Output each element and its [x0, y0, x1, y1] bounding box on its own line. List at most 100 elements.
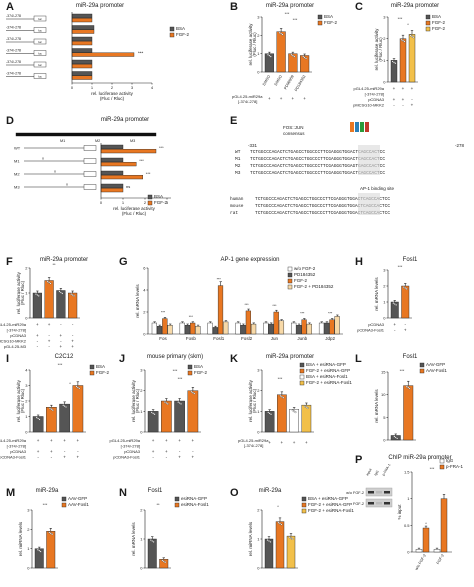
panel-i-significance: * [69, 381, 71, 386]
panel-a-xlabel: rel. luciferase activity [91, 91, 134, 96]
panel-p-xlabel: FGF-2 [436, 554, 445, 565]
panel-k-bar-dot [306, 407, 309, 409]
panel-j-row-mark: - [192, 449, 194, 454]
panel-j-ylabel: rel. luciferase activity [131, 379, 136, 422]
panel-i-bar-dot [35, 416, 38, 419]
panel-p-blot-band [376, 491, 382, 494]
panel-i-bar-dot [50, 408, 53, 411]
panel-c-ytick-label: 2 [383, 36, 386, 41]
panel-f-bar-dot [46, 280, 49, 283]
panel-f-row-mark: + [71, 344, 74, 349]
panel-g-significance: *** [328, 312, 333, 316]
panel-g-bar [151, 322, 158, 335]
panel-g-bar [212, 327, 218, 335]
panel-j-significance: *** [178, 376, 183, 381]
panel-d-significance: *** [159, 145, 164, 150]
panel-i-row-mark: + [77, 455, 80, 460]
panel-j-row-mark: + [178, 438, 181, 443]
panel-j-bar-dot [150, 411, 153, 414]
panel-j-bar [147, 411, 159, 433]
panel-j-legend-label: BSA [194, 364, 203, 369]
panel-d-bar [100, 183, 124, 188]
panel-d-legend-swatch [147, 200, 153, 206]
panel-d-significance: *** [139, 158, 144, 163]
panel-i-bar-dot [38, 418, 41, 421]
panel-b-bar-dot [269, 55, 272, 58]
panel-g-bar [273, 311, 279, 335]
panel-g-significance: *** [189, 315, 194, 319]
panel-p-bar [415, 549, 423, 553]
panel-o-legend-swatch [301, 502, 307, 508]
panel-c-bar-dot [393, 61, 395, 64]
panel-a-title: miR-29a promoter [75, 3, 125, 9]
panel-l-legend-swatch [419, 368, 425, 374]
panel-i-ylabel2: (Fluc / Rluc) [20, 388, 25, 413]
panel-g-bar [278, 320, 285, 335]
panel-g-bar [167, 325, 173, 335]
panel-f-row-mark: + [36, 333, 39, 338]
panel-l-legend-label: AAV-GFP [426, 362, 445, 367]
panel-c-ytick-label: 0 [383, 80, 386, 85]
panel-k-legend-label: FGF-2 + esiRNA-Fosl1 [306, 380, 352, 385]
panel-j-significance: *** [173, 368, 178, 373]
panel-d-xtick-label: 1 [122, 200, 125, 205]
panel-b-legend-label: FGF-2 [324, 20, 337, 25]
panel-l-ylabel: rel. mRNA levels [374, 389, 379, 423]
panel-a-luc-box [33, 50, 47, 56]
panel-g-category-label: Junb [297, 336, 307, 341]
panel-letter-k: K [230, 353, 238, 365]
panel-e-consensus-logo-letter [355, 122, 359, 132]
panel-l-ytick-label: 0 [383, 438, 386, 443]
panel-m-legend-label: AAV-Fosl1 [68, 502, 89, 507]
panel-letter-m: M [6, 487, 16, 499]
e-seq-m2: TCTGGCCCAGACTCTGAGCCTGGCCCTTCGAGGGTGGAGT… [250, 164, 386, 169]
panel-k-legend-swatch [299, 380, 305, 386]
panel-j-bar-dot [165, 402, 168, 404]
panel-g-bar [334, 316, 340, 335]
panel-letter-b: B [230, 1, 238, 13]
panel-i-bar-dot [65, 406, 67, 408]
e-seq-m1-name: M1 [235, 157, 241, 162]
panel-i-ylabel: rel. luciferase activity [16, 379, 21, 422]
panel-g-category-label: Fos [159, 336, 167, 341]
panel-d-row-label: M2 [14, 172, 20, 177]
panel-d-bar [100, 187, 124, 193]
panel-d-bar [100, 161, 137, 167]
e-seq-m2-name: M2 [235, 164, 241, 169]
panel-m-ytick-label: 0 [27, 566, 30, 571]
panel-i-bar [72, 385, 84, 433]
panel-letter-l: L [355, 353, 362, 365]
panel-c-legend-swatch [425, 14, 431, 20]
panel-b-bar-dot [293, 55, 296, 58]
panel-d-significance: ns [126, 184, 130, 189]
panel-b-xlabel: PD98059 [283, 75, 294, 91]
panel-c-row-mark: + [411, 103, 414, 108]
panel-k-bar-dot [305, 406, 308, 409]
panel-j-row-label: pCDNA3-Fosl1 [113, 455, 141, 460]
panel-f-ylabel: rel. luciferase activity [16, 271, 21, 314]
panel-g-legend-label: PD184352 [294, 272, 316, 277]
panel-g-bar [263, 322, 269, 335]
panel-f-significance: ** [52, 262, 56, 267]
panel-b-row-mark: + [268, 96, 271, 101]
panel-c-title: miR-29a promoter [390, 3, 440, 9]
panel-b-ytick-label: 1 [257, 51, 260, 56]
panel-d-legend-label: FGF-2 [154, 200, 167, 205]
panel-o-ytick-label: 1 [257, 537, 260, 542]
e-consensus-label2: consensus [283, 131, 305, 136]
panel-g-bar [235, 322, 241, 335]
panel-h-ytick-label: 1 [383, 300, 386, 305]
panel-a-xtick-label: 0 [71, 85, 74, 90]
panel-p-ylabel: % input [397, 504, 402, 520]
panel-b-bar-dot [302, 55, 305, 58]
panel-f-row-mark: + [60, 344, 63, 349]
panel-g-category-label: Fosl2 [241, 336, 253, 341]
panel-c-bar-dot [402, 39, 404, 42]
panel-i-ytick-label: 0 [25, 430, 28, 435]
panel-p-blot-band [376, 502, 382, 505]
panel-l-bar-dot [396, 437, 399, 440]
panel-j-row-mark: + [192, 438, 195, 443]
e-coord-left: -331 [248, 143, 258, 148]
panel-h-bar-dot [393, 303, 396, 305]
panel-j-row-mark: + [165, 449, 168, 454]
